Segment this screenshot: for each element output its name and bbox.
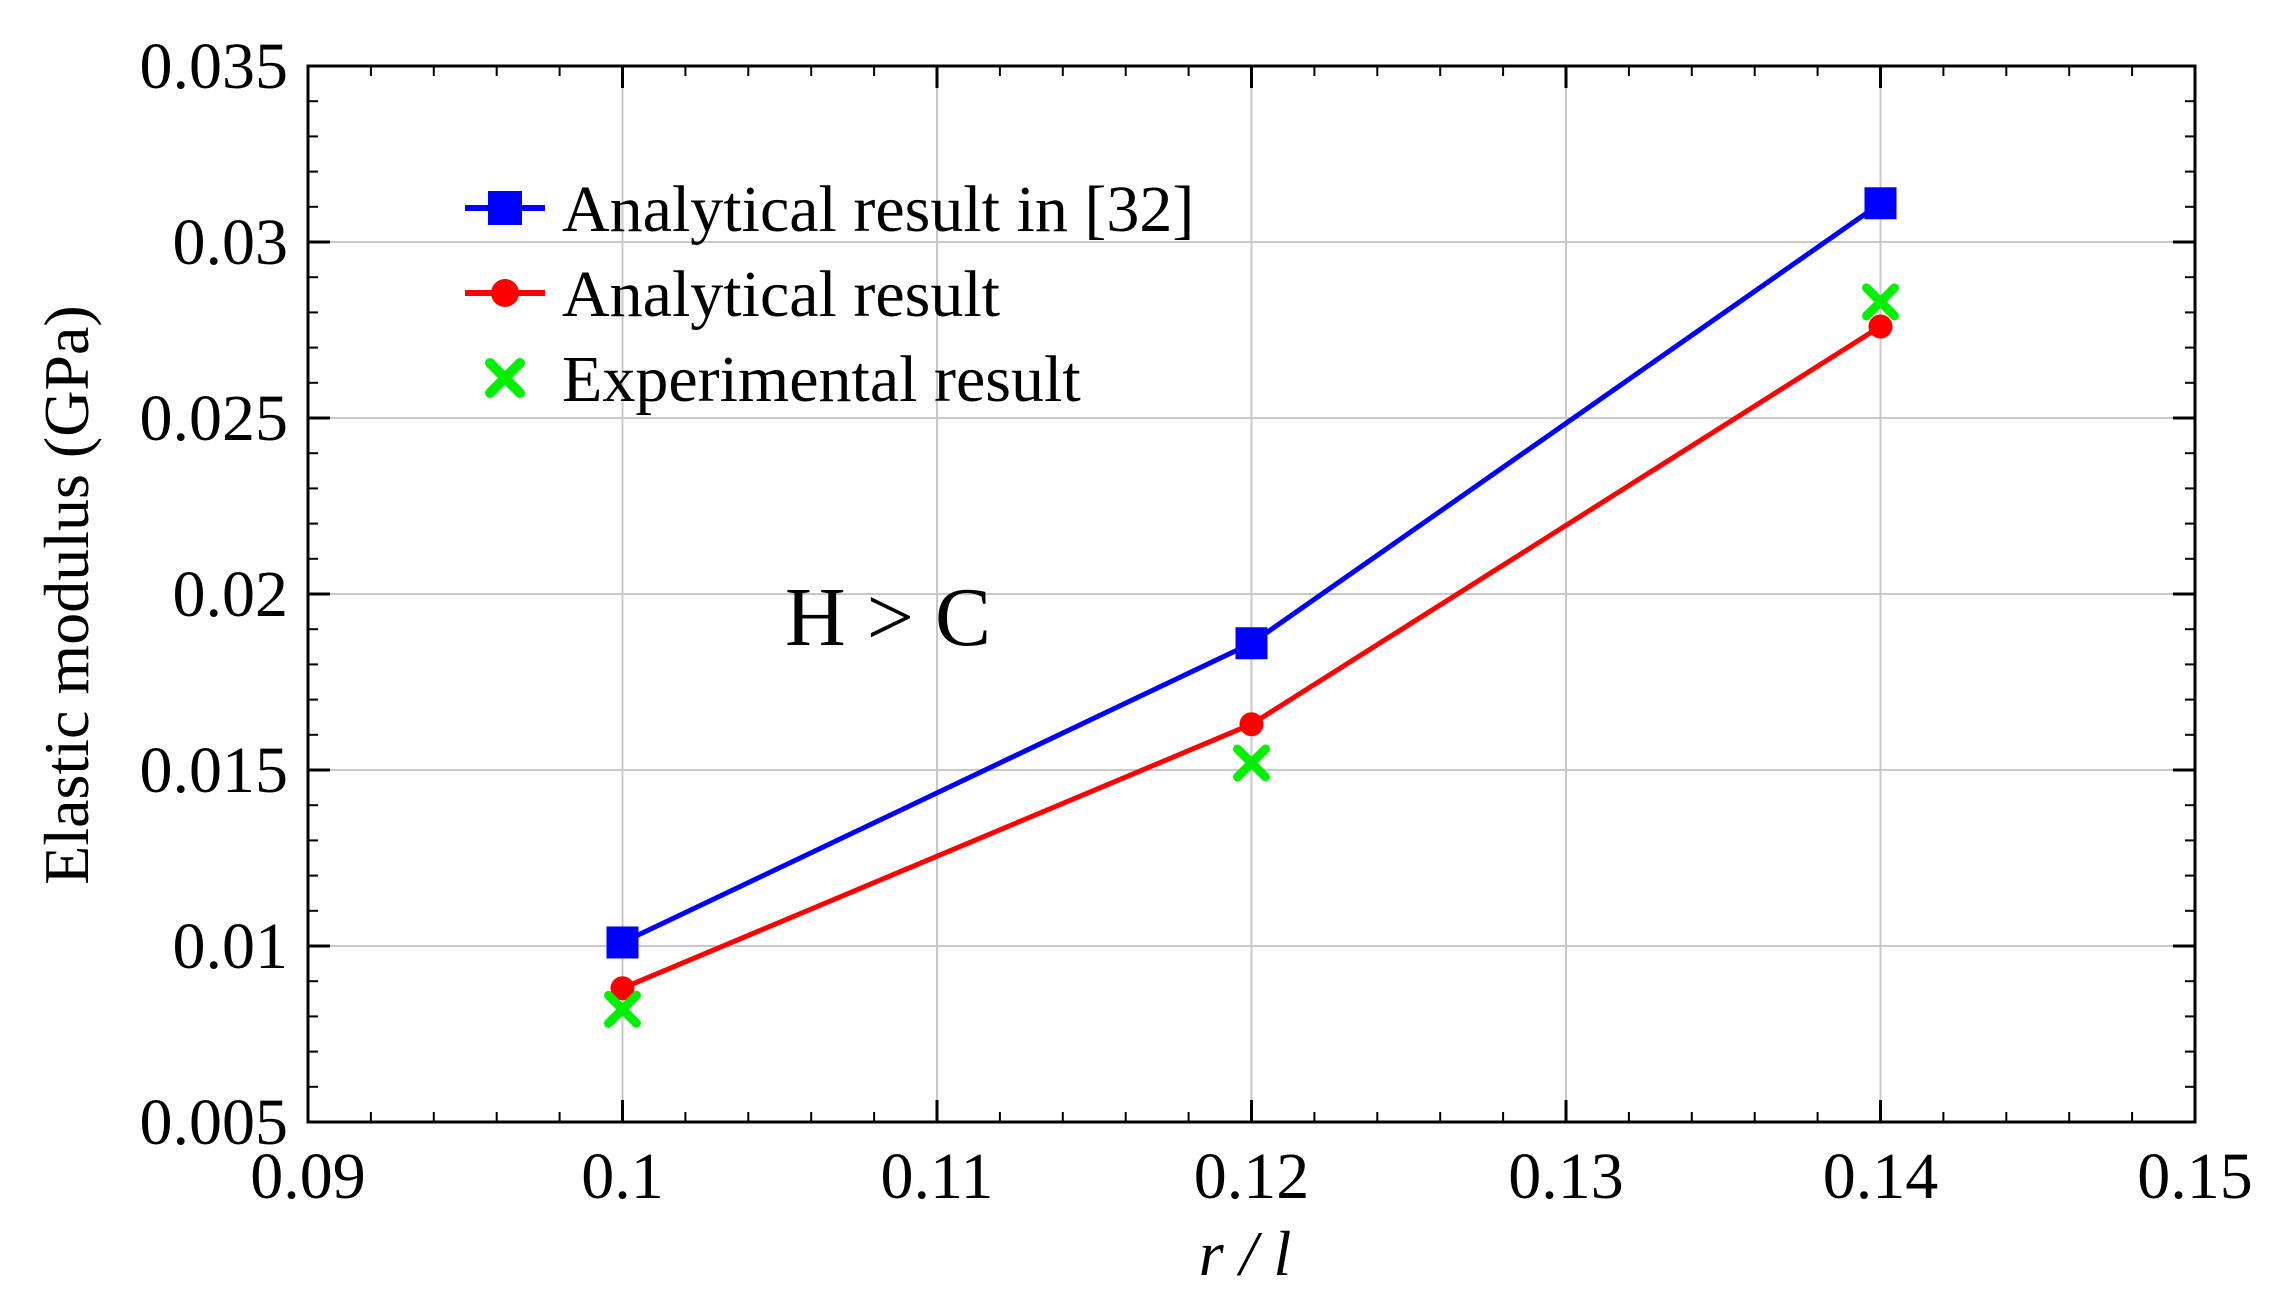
data-point-square [1864, 187, 1897, 220]
x-tick-label: 0.14 [1823, 1140, 1939, 1213]
ticks [306, 64, 2197, 1124]
legend-item-analytical-32: Analytical result in [32] [465, 173, 1194, 246]
legend-item-analytical: Analytical result [465, 258, 1000, 331]
y-tick-label: 0.03 [173, 206, 289, 279]
x-tick-label: 0.13 [1508, 1140, 1624, 1213]
data-point-square [606, 926, 639, 959]
y-tick-label: 0.02 [173, 558, 289, 631]
tick-labels: 0.09 0.1 0.11 0.12 0.13 0.14 0.15 0.005 0.01 0.01… [140, 30, 2253, 1213]
legend-label-analytical-32: Analytical result in [32] [562, 173, 1194, 246]
x-tick-label: 0.11 [880, 1140, 993, 1213]
y-axis-title: Elastic modulus (GPa) [31, 305, 102, 884]
data-point-circle [1239, 712, 1264, 737]
y-tick-label: 0.035 [140, 30, 289, 103]
x-tick-label: 0.15 [2137, 1140, 2253, 1213]
x-axis-title: r / l [1199, 1218, 1291, 1289]
x-tick-label: 0.1 [581, 1140, 664, 1213]
data-point-x [1233, 744, 1270, 782]
data-point-x [604, 990, 641, 1028]
data-point-square [1235, 627, 1268, 660]
data-point-circle [1868, 314, 1893, 339]
y-tick-label: 0.025 [140, 382, 289, 455]
legend-label-analytical: Analytical result [562, 258, 1000, 331]
legend: Analytical result in [32] Analytical res… [465, 173, 1194, 416]
legend-marker-square [488, 191, 522, 225]
y-tick-label: 0.015 [140, 734, 289, 807]
y-tick-label: 0.005 [140, 1086, 289, 1159]
y-tick-label: 0.01 [173, 910, 289, 983]
x-tick-label: 0.09 [250, 1140, 366, 1213]
series-markers [604, 187, 1899, 1028]
data-point-circle [610, 976, 635, 1001]
legend-marker-circle [491, 279, 519, 307]
legend-label-experimental: Experimental result [562, 343, 1081, 416]
data-point-x [1862, 283, 1899, 321]
legend-item-experimental: Experimental result [485, 343, 1081, 416]
legend-marker-x [485, 358, 525, 398]
annotation-h-gt-c: H > C [785, 571, 991, 664]
x-tick-label: 0.12 [1194, 1140, 1310, 1213]
